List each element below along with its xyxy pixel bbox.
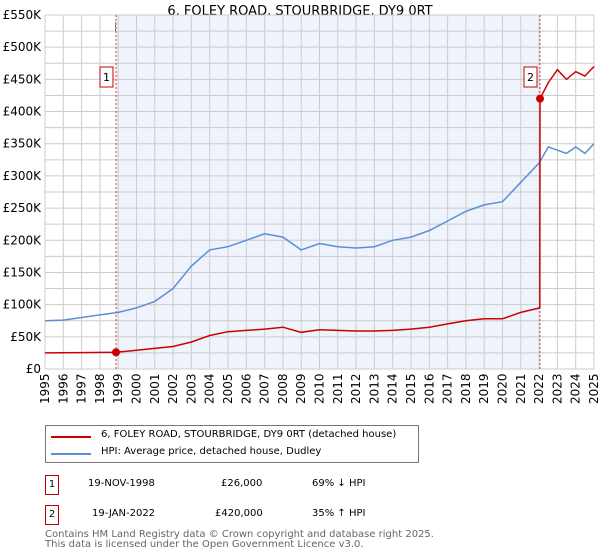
x-tick-label: 2015 bbox=[404, 373, 418, 404]
price-chart: £0 £50K £100K £150K £200K £250K £300K £350K £400… bbox=[3, 8, 600, 404]
x-tick-label: 2022 bbox=[532, 373, 546, 404]
x-tick-label: 2018 bbox=[459, 373, 473, 404]
hpi-line bbox=[44, 143, 595, 322]
y-tick-label: £200K bbox=[3, 233, 43, 247]
x-tick-label: 2004 bbox=[203, 373, 217, 404]
y-tick-label: £250K bbox=[3, 201, 43, 215]
y-tick-label: £350K bbox=[3, 137, 43, 151]
x-tick-label: 2025 bbox=[587, 373, 600, 404]
y-tick-label: £400K bbox=[3, 105, 43, 119]
x-tick-label: 2012 bbox=[349, 373, 363, 404]
y-tick-label: £300K bbox=[3, 169, 43, 183]
sale-label-box bbox=[99, 66, 114, 88]
y-tick-label: £500K bbox=[3, 40, 43, 54]
y-tick-label: £50K bbox=[10, 330, 42, 344]
x-tick-label: 2021 bbox=[514, 373, 528, 404]
sale-price: £420,000 bbox=[215, 508, 263, 519]
sale-price: £26,000 bbox=[221, 478, 263, 489]
x-tick-label: 2005 bbox=[221, 373, 235, 404]
x-tick-label: 2010 bbox=[313, 373, 327, 404]
x-tick-label: 2002 bbox=[166, 373, 180, 404]
x-tick-label: 2017 bbox=[441, 373, 455, 404]
x-tick-label: 1996 bbox=[56, 373, 70, 404]
sale-hpi-diff: 69% ↓ HPI bbox=[312, 478, 366, 489]
x-tick-label: 2014 bbox=[386, 373, 400, 404]
x-tick-label: 2019 bbox=[477, 373, 491, 404]
footer: Contains HM Land Registry data © Crown c… bbox=[45, 530, 434, 550]
x-tick-label: 2006 bbox=[239, 373, 253, 404]
y-tick-label: £450K bbox=[3, 72, 43, 86]
x-tick-label: 2001 bbox=[148, 373, 162, 404]
sale-label-box bbox=[523, 66, 538, 88]
legend: 6, FOLEY ROAD, STOURBRIDGE, DY9 0RT (det… bbox=[45, 425, 419, 463]
x-tick-label: 2008 bbox=[276, 373, 290, 404]
x-tick-label: 1995 bbox=[38, 373, 52, 404]
x-tick-label: 2011 bbox=[331, 373, 345, 404]
x-tick-label: 2016 bbox=[422, 373, 436, 404]
y-tick-label: £0 bbox=[26, 362, 41, 376]
legend-swatch-property bbox=[51, 436, 91, 438]
x-tick-label: 2007 bbox=[258, 373, 272, 404]
x-tick-label: 2024 bbox=[569, 373, 583, 404]
sale-date: 19-JAN-2022 bbox=[92, 508, 156, 519]
x-tick-label: 1998 bbox=[93, 373, 107, 404]
y-tick-label: £550K bbox=[3, 8, 43, 22]
x-tick-label: 2000 bbox=[130, 373, 144, 404]
sale-marker-badge: 1 bbox=[45, 475, 59, 495]
sale-point bbox=[112, 348, 121, 357]
x-tick-label: 2003 bbox=[184, 373, 198, 404]
x-tick-label: 1997 bbox=[75, 373, 89, 404]
sale-date: 19-NOV-1998 bbox=[88, 478, 155, 489]
sale-row: 2 19-JAN-2022 £420,000 35% ↑ HPI bbox=[45, 505, 445, 525]
x-tick-label: 2009 bbox=[294, 373, 308, 404]
legend-swatch-hpi bbox=[51, 453, 91, 455]
x-tick-label: 2023 bbox=[550, 373, 564, 404]
legend-label-property: 6, FOLEY ROAD, STOURBRIDGE, DY9 0RT (det… bbox=[101, 429, 397, 440]
y-tick-label: £100K bbox=[3, 298, 43, 312]
property-price-line bbox=[44, 65, 595, 354]
sale-point bbox=[536, 94, 545, 103]
x-tick-label: 2013 bbox=[367, 373, 381, 404]
y-tick-label: £150K bbox=[3, 265, 43, 279]
sale-marker-badge: 2 bbox=[45, 505, 59, 525]
sale-label: 2 bbox=[527, 71, 534, 84]
sale-hpi-diff: 35% ↑ HPI bbox=[312, 508, 366, 519]
sale-row: 1 19-NOV-1998 £26,000 69% ↓ HPI bbox=[45, 475, 445, 495]
footer-licence: This data is licensed under the Open Gov… bbox=[45, 539, 364, 550]
legend-label-hpi: HPI: Average price, detached house, Dudl… bbox=[101, 446, 322, 457]
x-tick-label: 1999 bbox=[111, 373, 125, 404]
sale-label: 1 bbox=[103, 71, 110, 84]
footer-copyright: Contains HM Land Registry data © Crown c… bbox=[45, 529, 434, 540]
x-tick-label: 2020 bbox=[496, 373, 510, 404]
